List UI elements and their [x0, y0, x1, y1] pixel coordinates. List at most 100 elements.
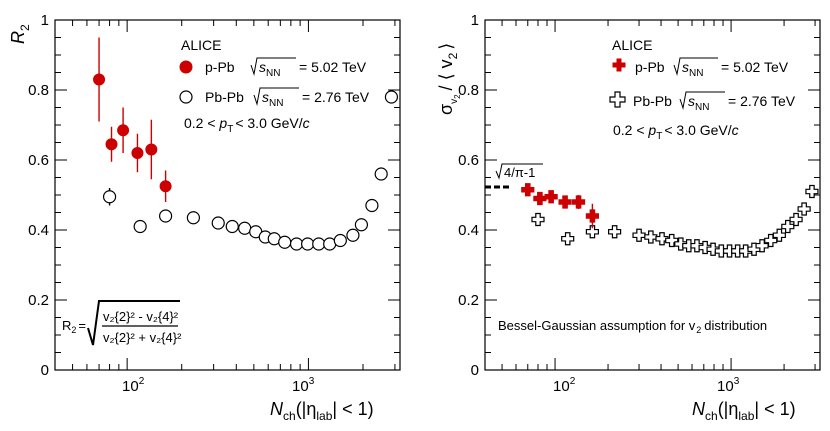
left-point-pbpb — [211, 216, 225, 230]
left-point-pbpb — [102, 190, 117, 204]
left-ytick-label-2: 0.4 — [28, 222, 49, 239]
right-ytick-label-3: 0.6 — [458, 152, 479, 169]
right-legend-sqrt-pbpb: sNN — [679, 91, 725, 113]
left-ytick-label-3: 0.6 — [28, 152, 49, 169]
left-point-pbpb — [384, 90, 399, 104]
right-legend-experiment: ALICE — [612, 37, 652, 53]
right-ytick-label-2: 0.4 — [458, 222, 479, 239]
left-legend-pt-cut: 0.2 < pT < 3.0 GeV/c — [184, 115, 310, 135]
left-point-pbpb — [159, 209, 173, 223]
right-point-pbpb — [632, 228, 646, 242]
right-point-pbpb — [608, 225, 622, 239]
left-point-pbpb — [346, 228, 360, 242]
right-legend-sqrt-ppb: sNN — [673, 57, 718, 79]
right-point-ppb — [544, 190, 558, 204]
left-point-pbpb — [354, 218, 369, 232]
left-point-pbpb — [333, 233, 347, 248]
svg-text:sNN: sNN — [682, 59, 703, 79]
formula-numerator: v₂{2}² - v₂{4}² — [103, 309, 179, 324]
left-point-pbpb — [289, 237, 304, 251]
left-point-pbpb — [133, 219, 147, 234]
left-point-ppb — [131, 147, 144, 159]
right-point-pbpb — [531, 212, 545, 227]
left-ytick-label-1: 0.2 — [28, 292, 49, 309]
left-panel: 0 0.2 0.4 0.6 0.8 1 102 103 R2 Nch(|ηlab… — [8, 12, 401, 423]
left-x-axis-title: Nch(|ηlab| < 1) — [270, 399, 374, 423]
reference-label: 4/π-1 — [495, 163, 543, 180]
right-legend-energy-ppb: = 5.02 TeV — [721, 59, 789, 75]
right-ytick-label-1: 0.2 — [458, 292, 479, 309]
left-point-ppb — [93, 73, 106, 86]
right-point-ppb — [571, 195, 586, 209]
left-legend-marker-pbpb — [179, 90, 193, 104]
left-legend-sqrt-pbpb: sNN — [253, 87, 299, 109]
left-point-pbpb — [278, 235, 292, 249]
right-point-pbpb — [781, 219, 795, 234]
left-legend-marker-ppb — [179, 60, 193, 74]
left-ytick-label-4: 0.8 — [28, 82, 49, 99]
left-legend-label-ppb: p-Pb — [205, 59, 235, 75]
formula-lhs: R2 = — [62, 318, 86, 335]
right-legend-energy-pbpb: = 2.76 TeV — [728, 93, 796, 109]
left-axes — [54, 19, 400, 371]
right-point-pbpb — [585, 225, 599, 239]
left-point-ppb — [159, 180, 172, 193]
right-point-ppb — [533, 191, 547, 206]
right-point-pbpb — [797, 202, 811, 216]
left-point-pbpb — [301, 237, 315, 251]
left-legend: ALICE p-Pb sNN = 5.02 TeV Pb-Pb sNN = 2.… — [179, 37, 370, 135]
right-point-pbpb — [644, 230, 658, 244]
right-ytick-label-4: 0.8 — [458, 82, 479, 99]
left-legend-energy-ppb: = 5.02 TeV — [299, 59, 367, 75]
right-xtick-label-1000: 103 — [717, 376, 740, 395]
right-point-ppb — [585, 209, 599, 223]
right-y-axis-title: σv2/ ⟨ v2⟩ — [436, 43, 462, 115]
left-formula: R2 = v₂{2}² - v₂{4}² v₂{2}² + v₂{4}² — [62, 300, 182, 346]
left-point-pbpb — [225, 219, 239, 234]
right-axes — [484, 19, 820, 371]
right-legend-label-ppb: p-Pb — [635, 59, 665, 75]
right-legend-pt-cut: 0.2 < pT < 3.0 GeV/c — [613, 122, 739, 142]
right-x-axis-title: Nch(|ηlab| < 1) — [692, 399, 796, 423]
left-legend-experiment: ALICE — [181, 37, 221, 53]
right-legend-label-pbpb: Pb-Pb — [633, 93, 672, 109]
left-legend-sqrt-ppb: sNN — [250, 57, 296, 79]
left-point-ppb — [145, 143, 158, 156]
svg-text:sNN: sNN — [259, 59, 280, 79]
right-ytick-label-0: 0 — [471, 362, 479, 379]
left-point-pbpb — [186, 211, 200, 225]
left-point-pbpb — [238, 221, 252, 235]
formula-denominator: v₂{2}² + v₂{4}² — [103, 330, 182, 345]
left-point-pbpb — [365, 198, 379, 213]
formula-sqrt-sign — [87, 300, 180, 346]
left-xtick-label-1000: 103 — [292, 376, 315, 395]
left-data-points — [93, 37, 399, 251]
left-point-pbpb — [312, 237, 326, 251]
right-point-pbpb — [772, 228, 786, 242]
left-legend-label-pbpb: Pb-Pb — [205, 89, 244, 105]
left-ytick-label-5: 1 — [41, 12, 49, 29]
left-xtick-label-100: 102 — [122, 376, 145, 395]
left-ytick-label-0: 0 — [41, 362, 49, 379]
right-point-pbpb — [805, 184, 819, 199]
svg-text:sNN: sNN — [688, 93, 709, 113]
left-y-axis-title: R2 — [8, 24, 32, 44]
right-legend-marker-pbpb — [609, 91, 626, 108]
right-data-points — [485, 183, 819, 258]
left-point-ppb — [105, 138, 118, 151]
right-point-pbpb — [789, 212, 803, 227]
right-point-ppb — [558, 195, 572, 209]
right-point-pbpb — [755, 239, 769, 253]
right-point-pbpb — [764, 233, 778, 248]
left-point-ppb — [117, 124, 130, 137]
distribution-note: Bessel-Gaussian assumption for v2 distrib… — [498, 318, 767, 335]
right-ytick-label-5: 1 — [471, 12, 479, 29]
right-legend: ALICE p-Pb sNN = 5.02 TeV Pb-Pb sNN = 2.… — [609, 37, 796, 142]
svg-text:sNN: sNN — [262, 89, 283, 109]
right-legend-marker-ppb — [612, 58, 626, 72]
reference-label-text: 4/π-1 — [504, 165, 535, 180]
left-point-pbpb — [374, 167, 388, 181]
right-point-ppb — [521, 183, 535, 197]
right-panel: 0 0.2 0.4 0.6 0.8 1 102 103 σv2/ ⟨ v2⟩ N… — [436, 12, 821, 423]
right-point-pbpb — [561, 232, 575, 246]
